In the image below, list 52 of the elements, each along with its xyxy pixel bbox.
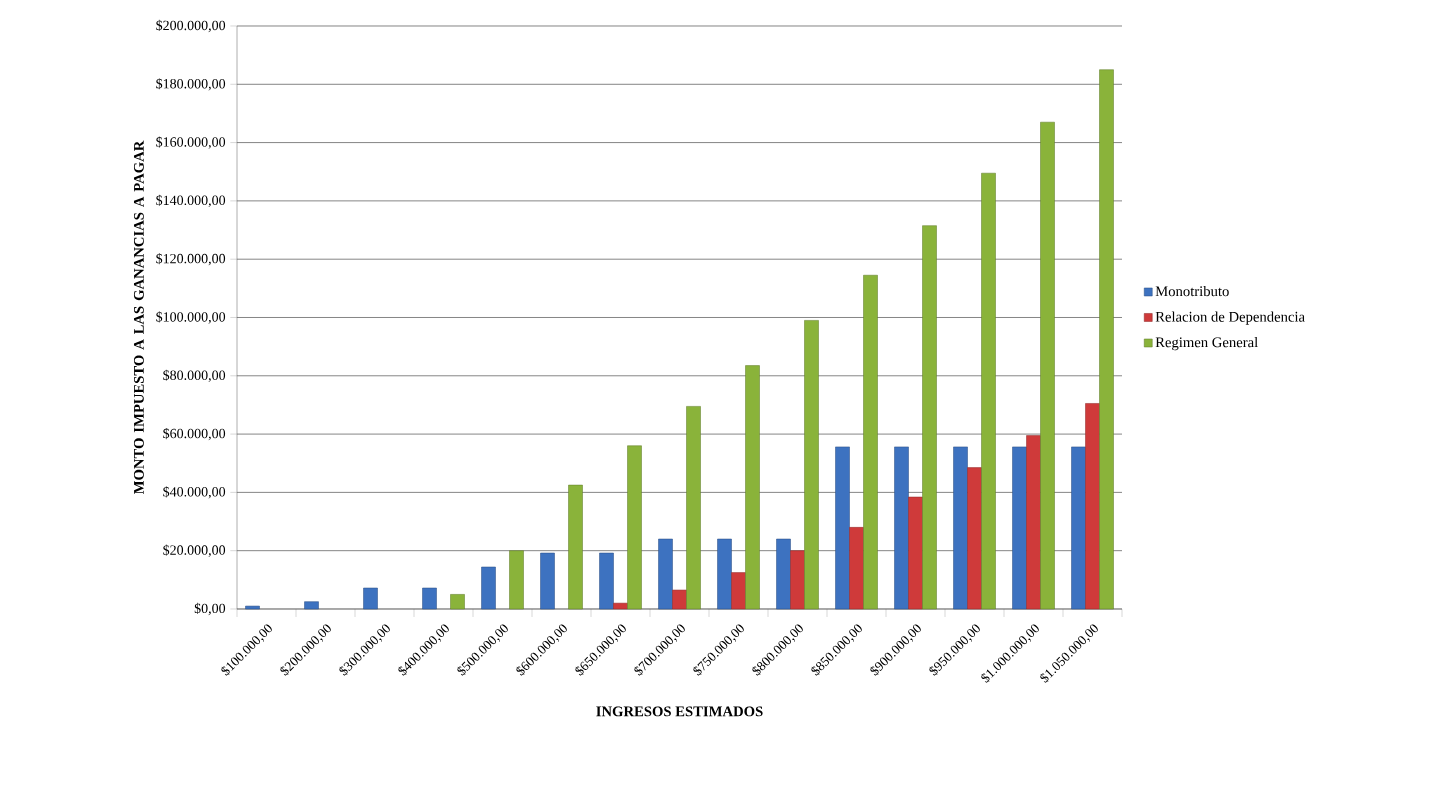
bar — [731, 572, 746, 610]
bar — [804, 320, 819, 610]
y-tick-label: $40.000,00 — [163, 486, 226, 499]
bar — [790, 550, 805, 610]
bar — [967, 467, 982, 610]
bar — [672, 589, 687, 610]
bar — [245, 605, 260, 610]
bar — [1085, 403, 1100, 610]
bar — [981, 172, 996, 610]
bar — [627, 445, 642, 610]
bar — [953, 446, 968, 610]
bar — [1099, 69, 1114, 610]
y-tick-label: $200.000,00 — [156, 19, 226, 33]
y-tick-label: $180.000,00 — [156, 78, 226, 91]
bar — [1040, 121, 1055, 610]
bar — [422, 587, 437, 610]
bar — [1012, 446, 1027, 610]
bar — [658, 538, 673, 610]
bar — [1071, 446, 1086, 610]
bar — [540, 552, 555, 610]
legend-label: Relacion de Dependencia — [1155, 311, 1305, 325]
bar — [363, 587, 378, 610]
bar — [717, 538, 732, 610]
bar — [481, 566, 496, 610]
bar — [745, 365, 760, 610]
x-axis-title: INGRESOS ESTIMADOS — [596, 706, 763, 717]
bar — [776, 538, 791, 610]
y-tick-label: $140.000,00 — [156, 194, 226, 208]
bar — [568, 484, 583, 610]
bar — [450, 594, 465, 610]
bar — [613, 602, 628, 610]
bar — [849, 527, 864, 610]
y-tick-label: $120.000,00 — [156, 253, 226, 266]
legend-label: Monotributo — [1155, 285, 1229, 297]
bar — [835, 446, 850, 610]
bar — [304, 601, 319, 610]
y-tick-label: $100.000,00 — [156, 311, 226, 324]
y-tick-label: $160.000,00 — [156, 136, 226, 149]
bar — [509, 550, 524, 610]
bar — [686, 406, 701, 610]
y-axis-title: MONTO IMPUESTO A LAS GANANCIAS A PAGAR — [133, 140, 144, 495]
bar — [922, 225, 937, 610]
bar — [599, 552, 614, 610]
bar — [863, 274, 878, 610]
y-tick-label: $20.000,00 — [163, 544, 226, 557]
y-tick-label: $60.000,00 — [163, 427, 226, 441]
bar — [894, 446, 909, 610]
y-tick-label: $80.000,00 — [163, 369, 226, 382]
legend-label: Regimen General — [1155, 336, 1258, 351]
bar — [1026, 435, 1041, 610]
y-tick-label: $0,00 — [194, 602, 226, 616]
bar — [908, 496, 923, 610]
